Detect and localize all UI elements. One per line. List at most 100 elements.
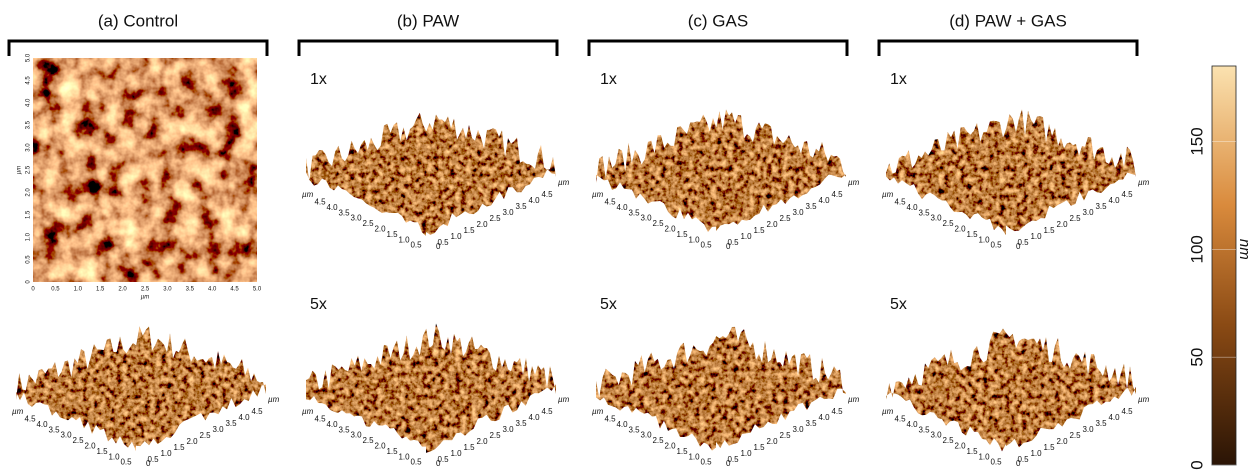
surface-tick-label: 4.0 bbox=[818, 196, 830, 205]
surface-tick-label: 3.5 bbox=[805, 419, 817, 428]
surface-origin-label: 0 bbox=[1016, 459, 1021, 468]
surface-tick-label: 3.0 bbox=[930, 431, 942, 440]
surface-tick-label: 4.5 bbox=[251, 407, 263, 416]
surface-unit: µm bbox=[302, 190, 314, 199]
surface-unit: µm bbox=[12, 407, 24, 416]
surface-tick-label: 3.0 bbox=[640, 431, 652, 440]
surface-tick-label: 1.5 bbox=[386, 447, 398, 456]
surface-tick-label: 1.0 bbox=[108, 452, 120, 461]
surface-tick-label: 4.5 bbox=[604, 415, 616, 424]
surface-tick-label: 4.0 bbox=[818, 413, 830, 422]
surface-unit: µm bbox=[882, 190, 894, 199]
surface-tick-label: 1.0 bbox=[450, 232, 462, 241]
surface-tick-label: 2.5 bbox=[362, 219, 374, 228]
afm-height-map bbox=[33, 58, 257, 282]
surface-tick-label: 2.0 bbox=[476, 220, 488, 229]
map-x-tick-label: 2.0 bbox=[118, 287, 127, 293]
surface-tick-label: 3.0 bbox=[212, 425, 224, 434]
surface-tick-label: 4.0 bbox=[906, 420, 918, 429]
surface-unit: µm bbox=[1138, 395, 1150, 404]
surface-tick-label: 3.5 bbox=[515, 419, 527, 428]
colorbar-tick-label: 0 bbox=[1187, 460, 1206, 469]
surface-tick-label: 1.0 bbox=[1030, 232, 1042, 241]
surface-tick-label: 0.5 bbox=[410, 458, 422, 467]
map-y-tick-label: 3.5 bbox=[26, 120, 32, 129]
map-y-tick-label: 1.0 bbox=[26, 232, 32, 241]
surface-tick-label: 2.0 bbox=[664, 442, 676, 451]
surface-tick-label: 4.0 bbox=[1108, 196, 1120, 205]
treatment-label: 5x bbox=[890, 296, 907, 313]
surface-tick-label: 2.5 bbox=[652, 219, 664, 228]
figure: (a) Control000.50.51.01.01.51.52.02.02.5… bbox=[0, 0, 1250, 470]
map-x-tick-label: 0.5 bbox=[51, 287, 60, 293]
surface-tick-label: 1.5 bbox=[173, 443, 185, 452]
surface-tick-label: 0.5 bbox=[120, 458, 132, 467]
surface-tick-label: 2.5 bbox=[199, 431, 211, 440]
surface-unit: µm bbox=[592, 407, 604, 416]
surface-tick-label: 4.5 bbox=[314, 415, 326, 424]
panel-title: (c) GAS bbox=[688, 11, 748, 30]
surface-origin-label: 0 bbox=[436, 459, 441, 468]
surface-tick-label: 2.0 bbox=[954, 442, 966, 451]
surface-tick-label: 1.5 bbox=[676, 447, 688, 456]
map-x-tick-label: 2.5 bbox=[141, 287, 150, 293]
treatment-label: 5x bbox=[600, 296, 617, 313]
surface-tick-label: 1.0 bbox=[688, 235, 700, 244]
surface-unit: µm bbox=[1138, 178, 1150, 187]
surface-tick-label: 4.5 bbox=[894, 415, 906, 424]
surface-unit: µm bbox=[592, 190, 604, 199]
colorbar-tick-label: 100 bbox=[1187, 235, 1206, 263]
surface-tick-label: 2.5 bbox=[942, 436, 954, 445]
panel-title: (a) Control bbox=[98, 11, 178, 30]
surface-tick-label: 3.0 bbox=[502, 425, 514, 434]
panel-bracket bbox=[589, 41, 847, 56]
surface-origin-label: 0 bbox=[146, 459, 151, 468]
surface-unit: µm bbox=[302, 407, 314, 416]
surface-unit: µm bbox=[848, 178, 860, 187]
surface-tick-label: 4.5 bbox=[24, 415, 36, 424]
surface-tick-label: 1.5 bbox=[1043, 226, 1055, 235]
surface-tick-label: 1.0 bbox=[398, 452, 410, 461]
map-y-tick-label: 2.0 bbox=[26, 188, 32, 197]
surface-tick-label: 3.5 bbox=[1095, 202, 1107, 211]
surface-tick-label: 3.5 bbox=[628, 208, 640, 217]
surface-origin-label: 0 bbox=[436, 242, 441, 251]
map-y-tick-label: 0.5 bbox=[26, 255, 32, 264]
surface-unit: µm bbox=[558, 178, 570, 187]
surface-tick-label: 1.5 bbox=[96, 447, 108, 456]
map-x-tick-label: 5.0 bbox=[253, 287, 262, 293]
map-x-tick-label: 3.5 bbox=[186, 287, 195, 293]
surface-tick-label: 2.5 bbox=[489, 431, 501, 440]
surface-tick-label: 3.5 bbox=[918, 425, 930, 434]
surface-tick-label: 0.5 bbox=[990, 241, 1002, 250]
surface-tick-label: 4.0 bbox=[616, 420, 628, 429]
map-x-tick-label: 3.0 bbox=[163, 287, 172, 293]
surface-tick-label: 1.0 bbox=[398, 235, 410, 244]
surface-tick-label: 2.5 bbox=[72, 436, 84, 445]
surface-tick-label: 1.0 bbox=[740, 232, 752, 241]
surface-tick-label: 1.5 bbox=[1043, 443, 1055, 452]
treatment-label: 1x bbox=[600, 71, 617, 88]
afm-surface bbox=[306, 113, 556, 236]
surface-tick-label: 4.0 bbox=[906, 203, 918, 212]
surface-tick-label: 2.5 bbox=[652, 436, 664, 445]
panel-bracket bbox=[9, 41, 267, 56]
map-y-tick-label: 4.0 bbox=[26, 98, 32, 107]
surface-tick-label: 2.0 bbox=[664, 225, 676, 234]
surface-tick-label: 3.0 bbox=[502, 208, 514, 217]
surface-origin-label: 0 bbox=[726, 459, 731, 468]
surface-tick-label: 1.5 bbox=[966, 447, 978, 456]
surface-tick-label: 1.5 bbox=[676, 230, 688, 239]
surface-tick-label: 1.5 bbox=[753, 226, 765, 235]
map-x-tick-label: 1.0 bbox=[74, 287, 83, 293]
surface-tick-label: 2.5 bbox=[1069, 431, 1081, 440]
map-y-tick-label: 5.0 bbox=[26, 53, 32, 62]
surface-tick-label: 2.0 bbox=[374, 225, 386, 234]
map-x-tick-label: 0 bbox=[31, 287, 35, 293]
surface-tick-label: 2.5 bbox=[1069, 214, 1081, 223]
surface-tick-label: 3.5 bbox=[338, 425, 350, 434]
map-y-unit: µm bbox=[17, 166, 23, 174]
surface-tick-label: 3.0 bbox=[930, 214, 942, 223]
surface-tick-label: 4.0 bbox=[326, 203, 338, 212]
surface-tick-label: 2.0 bbox=[1056, 220, 1068, 229]
